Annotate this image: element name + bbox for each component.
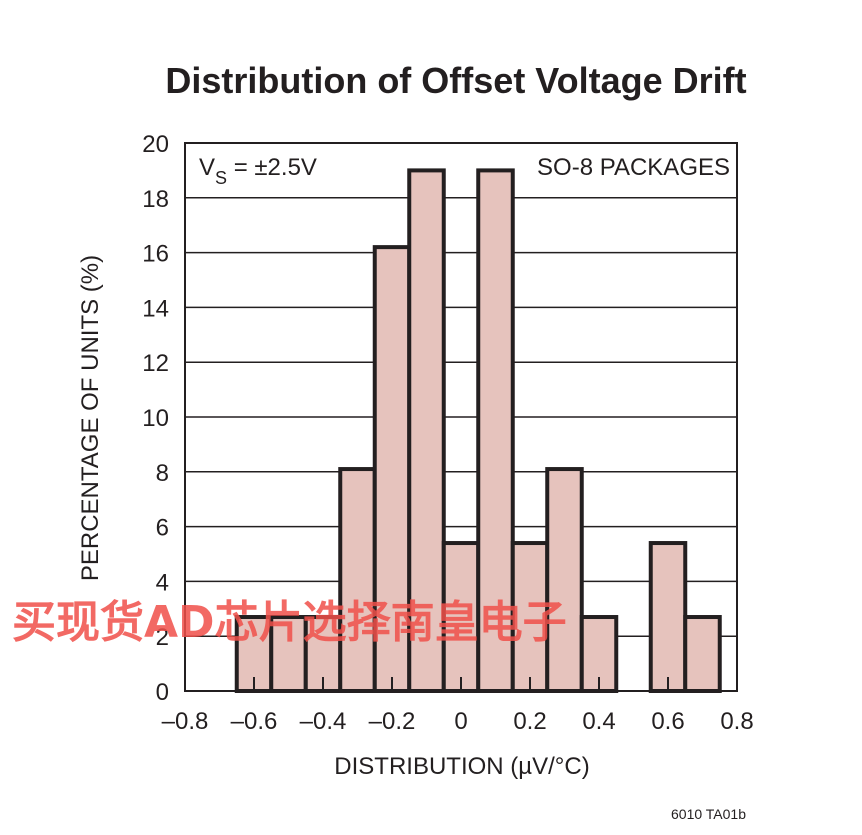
x-tick-label: –0.4 (300, 708, 347, 735)
y-axis-label: PERCENTAGE OF UNITS (%) (77, 255, 104, 581)
histogram-bar (372, 245, 412, 693)
figure-code: 6010 TA01b (671, 806, 746, 822)
y-tick-label: 12 (142, 350, 169, 377)
x-tick-label: –0.6 (231, 708, 278, 735)
gridlines (185, 197, 737, 637)
x-axis-label: DISTRIBUTION (µV/°C) (334, 753, 589, 780)
x-tick-labels: –0.8 –0.6 –0.4 –0.2 0 0.2 0.4 0.6 0.8 (162, 677, 754, 735)
x-tick-label: 0.2 (513, 708, 546, 735)
histogram-bar (510, 541, 550, 693)
histogram-bar (441, 541, 481, 693)
y-tick-label: 10 (142, 405, 169, 432)
y-tick-label: 18 (142, 186, 169, 213)
x-tick-label: 0.6 (651, 708, 684, 735)
vs-subscript: S (215, 168, 227, 188)
y-tick-label: 4 (156, 569, 169, 596)
y-tick-label: 2 (156, 624, 169, 651)
y-tick-label: 16 (142, 241, 169, 268)
x-tick-label: 0 (454, 708, 467, 735)
watermark-text: 买现货AD芯片选择南皇电子 (12, 597, 567, 648)
histogram-bar (648, 541, 688, 693)
x-tick-label: 0.8 (720, 708, 753, 735)
y-tick-label: 20 (142, 131, 169, 158)
package-annotation: SO-8 PACKAGES (537, 154, 730, 181)
x-tick-label: –0.2 (369, 708, 416, 735)
y-tick-label: 0 (156, 679, 169, 706)
histogram-bar (545, 467, 584, 693)
histogram-bar (407, 168, 446, 693)
bars (234, 168, 722, 694)
y-tick-labels: 0 2 4 6 8 10 12 14 16 18 20 (142, 131, 169, 706)
x-tick-label: –0.8 (162, 708, 209, 735)
vs-annotation: VS = ±2.5V (199, 154, 317, 188)
y-tick-label: 6 (156, 515, 169, 542)
x-tick-label: 0.4 (582, 708, 615, 735)
chart-title: Distribution of Offset Voltage Drift (165, 60, 746, 101)
y-tick-label: 8 (156, 460, 169, 487)
vs-value: = ±2.5V (227, 154, 317, 181)
histogram-bar (338, 467, 377, 693)
vs-prefix: V (199, 154, 215, 181)
histogram-bar (476, 168, 515, 693)
histogram-bar (683, 615, 722, 694)
y-tick-label: 14 (142, 295, 169, 322)
